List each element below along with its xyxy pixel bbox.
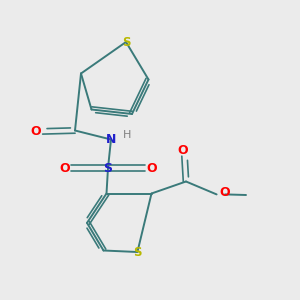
- Text: S: S: [103, 161, 112, 175]
- Text: O: O: [59, 161, 70, 175]
- Text: N: N: [106, 133, 116, 146]
- Text: O: O: [31, 125, 41, 138]
- Text: O: O: [220, 186, 230, 200]
- Text: O: O: [178, 144, 188, 157]
- Text: S: S: [133, 245, 142, 259]
- Text: S: S: [122, 35, 130, 49]
- Text: H: H: [123, 130, 132, 140]
- Text: O: O: [146, 161, 157, 175]
